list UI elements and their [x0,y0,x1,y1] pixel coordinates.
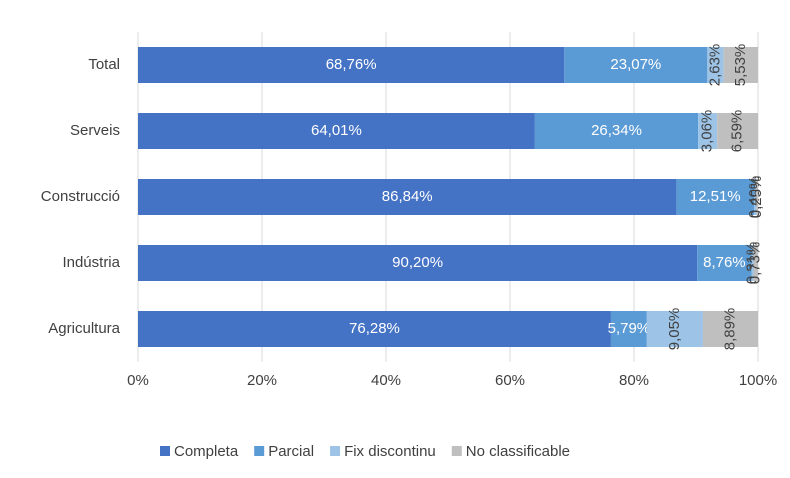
data-label: 3,06% [699,110,716,153]
data-label: 5,79% [608,320,651,337]
y-tick-label: Indústria [62,254,120,271]
data-label: 0,25% [748,176,765,219]
data-label: 9,05% [666,308,683,351]
bar-segment [138,245,698,281]
legend-label: Fix discontinu [344,443,436,460]
bar-segment [138,47,565,83]
bar-segment [753,245,758,281]
data-label: 26,34% [591,122,642,139]
data-label: 5,53% [732,44,749,87]
bar-segment [702,311,759,347]
y-tick-label: Serveis [70,122,120,139]
x-tick-label: 40% [371,372,401,389]
data-label: 0,73% [747,242,764,285]
x-tick-label: 80% [619,372,649,389]
data-label: 64,01% [311,122,362,139]
legend-swatch [330,446,341,456]
x-tick-label: 60% [495,372,525,389]
bar-segment [610,311,647,347]
bar-segment [138,311,611,347]
data-label: 0,40% [746,176,763,219]
bar-segment [534,113,699,149]
legend-swatch [160,446,170,456]
bar-segment [753,179,757,215]
data-label: 76,28% [349,320,400,337]
legend-swatch [254,446,265,456]
bar-segment [138,179,677,215]
bar-segment [717,113,758,149]
bar-segment [723,47,758,83]
data-label: 12,51% [690,188,741,205]
data-label: 2,63% [706,44,723,87]
y-tick-label: Construcció [41,188,120,205]
bar-segment [697,245,752,281]
bar-segment [138,113,535,149]
x-tick-label: 0% [127,372,149,389]
data-label: 86,84% [382,188,433,205]
y-tick-label: Agricultura [48,320,120,337]
data-label: 8,76% [703,254,746,271]
bar-segment [564,47,708,83]
bar-segment [646,311,703,347]
legend-swatch [451,446,462,456]
bar-segment [676,179,754,215]
legend-label: Completa [174,443,239,460]
data-label: 23,07% [610,56,661,73]
bar-segment [751,245,754,281]
x-tick-label: 100% [739,372,777,389]
x-tick-label: 20% [247,372,277,389]
data-label: 90,20% [392,254,443,271]
y-tick-label: Total [88,56,120,73]
legend-label: Parcial [268,443,314,460]
data-label: 6,59% [729,110,746,153]
bar-segment [707,47,724,83]
data-label: 8,89% [721,308,738,351]
bar-segment [698,113,718,149]
data-label: 68,76% [326,56,377,73]
bar-segment [756,179,758,215]
legend-label: No classificable [466,443,570,460]
